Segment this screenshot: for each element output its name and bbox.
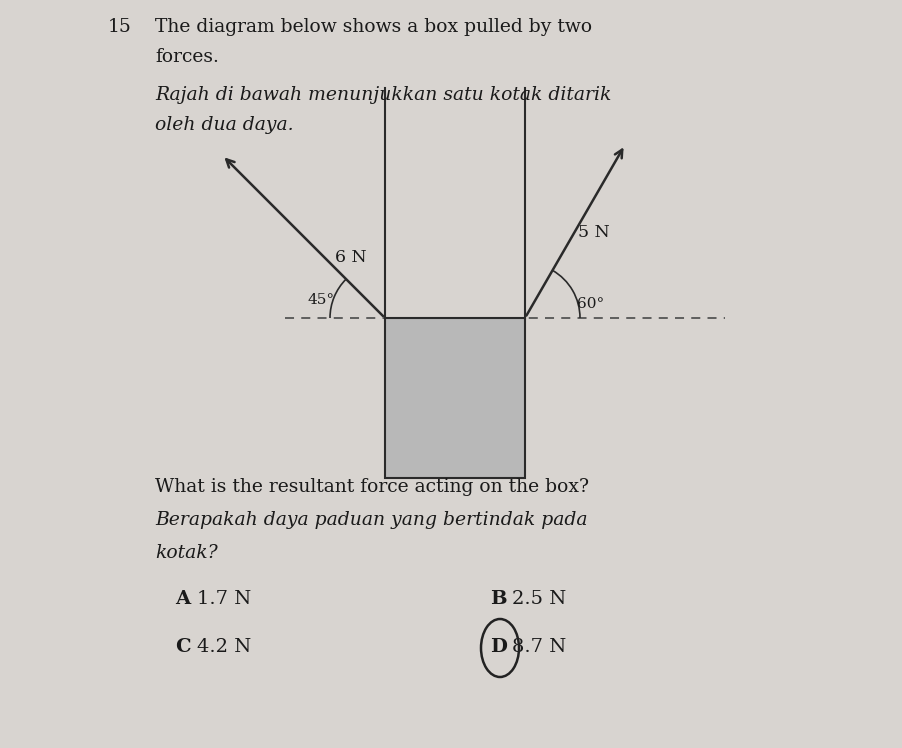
Text: Berapakah daya paduan yang bertindak pada: Berapakah daya paduan yang bertindak pad… (155, 511, 587, 529)
Text: kotak?: kotak? (155, 544, 217, 562)
Text: 45°: 45° (307, 293, 334, 307)
Text: forces.: forces. (155, 48, 219, 66)
Text: oleh dua daya.: oleh dua daya. (155, 116, 294, 134)
Bar (385, 318, 525, 478)
Text: 4.2 N: 4.2 N (197, 638, 252, 656)
Text: D: D (490, 638, 507, 656)
Text: B: B (490, 590, 507, 608)
Text: 15: 15 (108, 18, 132, 36)
Text: 6 N: 6 N (335, 249, 366, 266)
Text: 5 N: 5 N (578, 224, 610, 241)
Text: 1.7 N: 1.7 N (197, 590, 252, 608)
Text: Rajah di bawah menunjukkan satu kotak ditarik: Rajah di bawah menunjukkan satu kotak di… (155, 86, 612, 104)
Text: What is the resultant force acting on the box?: What is the resultant force acting on th… (155, 478, 589, 496)
Text: C: C (175, 638, 190, 656)
Text: 60°: 60° (577, 297, 604, 311)
Text: 8.7 N: 8.7 N (512, 638, 566, 656)
Text: The diagram below shows a box pulled by two: The diagram below shows a box pulled by … (155, 18, 592, 36)
Text: A: A (175, 590, 190, 608)
Text: 2.5 N: 2.5 N (512, 590, 566, 608)
